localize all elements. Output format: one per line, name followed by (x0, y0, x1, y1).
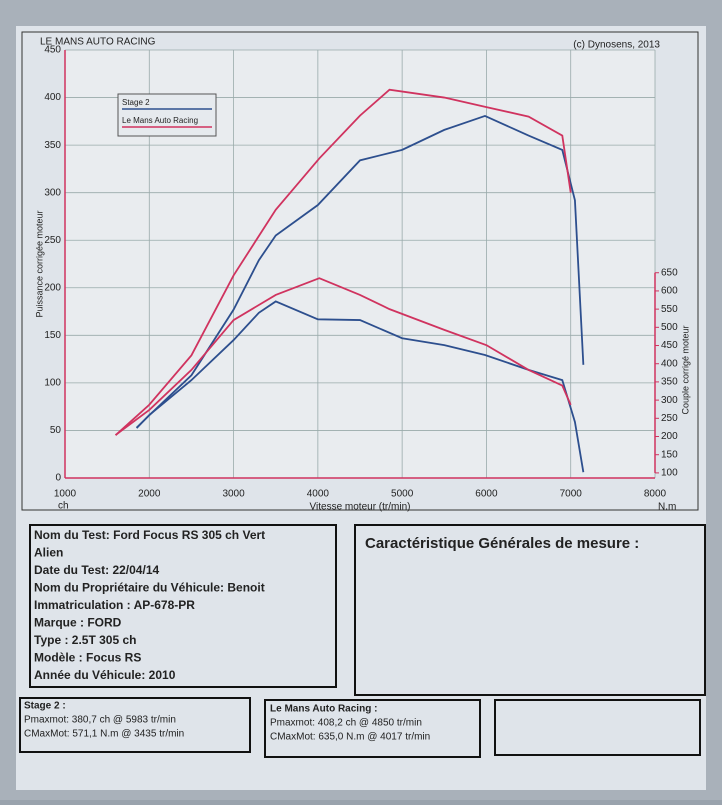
chart-frame (21, 31, 699, 511)
x-tick-label: 2000 (138, 489, 161, 500)
y-tick-label: 450 (44, 45, 61, 56)
legend (117, 93, 217, 137)
info-panels: Caractéristique Générales de mesure : (19, 524, 706, 758)
y2-tick-label: 300 (661, 395, 678, 406)
result-title: Le Mans Auto Racing : (270, 704, 377, 715)
result-line: CMaxMot: 571,1 N.m @ 3435 tr/min (24, 729, 184, 740)
y2-axis-label: Couple corrigé moteur (680, 325, 690, 414)
result-box (19, 697, 251, 753)
legend-label: Le Mans Auto Racing (122, 116, 198, 125)
y2-tick-label: 250 (661, 413, 678, 424)
measure-box (354, 524, 706, 696)
torque-line (115, 277, 572, 436)
y-tick-label: 400 (44, 92, 61, 103)
y2-tick-label: 450 (661, 340, 678, 351)
info-line: Type : 2.5T 305 ch (34, 633, 137, 647)
y-tick-label: 200 (44, 282, 61, 293)
y2-tick-label: 650 (661, 267, 678, 278)
y-tick-label: 150 (44, 330, 61, 341)
x-axis-label: Vitesse moteur (tr/min) (310, 502, 411, 513)
y2-tick-label: 600 (661, 286, 678, 297)
y-tick-label: 350 (44, 140, 61, 151)
y-tick-label: 100 (44, 378, 61, 389)
info-line: Immatriculation : AP-678-PR (34, 598, 195, 612)
info-line: Marque : FORD (34, 616, 122, 630)
power-line (114, 88, 572, 436)
y2-tick-label: 150 (661, 449, 678, 460)
info-line: Nom du Propriétaire du Véhicule: Benoit (34, 581, 265, 595)
result-box (264, 699, 481, 758)
y2-tick-label: 100 (661, 468, 678, 479)
y-tick-label: 250 (44, 235, 61, 246)
y-tick-label: 50 (50, 425, 62, 436)
x-tick-label: 7000 (560, 489, 583, 500)
result-line: Pmaxmot: 408,2 ch @ 4850 tr/min (270, 718, 422, 729)
y2-tick-label: 550 (661, 304, 678, 315)
test-info-box (29, 524, 337, 688)
y-unit: ch (58, 501, 69, 512)
empty-box (494, 699, 701, 756)
info-line: Modèle : Focus RS (34, 651, 141, 665)
x-tick-label: 8000 (644, 489, 667, 500)
y-axis-label: Puissance corrigée moteur (34, 210, 44, 317)
torque-line (135, 300, 585, 473)
measure-title: Caractéristique Générales de mesure : (365, 535, 639, 552)
y2-unit: N.m (658, 502, 676, 513)
y2-tick-label: 350 (661, 377, 678, 388)
info-line: Alien (34, 546, 63, 560)
chart-subtitle: (c) Dynosens, 2013 (573, 40, 660, 51)
chart-title: LE MANS AUTO RACING (40, 37, 156, 48)
info-line: Année du Véhicule: 2010 (34, 668, 176, 682)
info-line: Nom du Test: Ford Focus RS 305 ch Vert (34, 528, 265, 542)
legend-label: Stage 2 (122, 98, 150, 107)
x-tick-label: 4000 (307, 489, 330, 500)
y-tick-label: 300 (44, 187, 61, 198)
result-title: Stage 2 : (24, 701, 66, 712)
y-tick-label: 0 (55, 473, 61, 484)
y2-tick-label: 200 (661, 431, 678, 442)
x-tick-label: 6000 (475, 489, 498, 500)
info-line: Date du Test: 22/04/14 (34, 563, 159, 577)
y2-tick-label: 500 (661, 322, 678, 333)
result-line: Pmaxmot: 380,7 ch @ 5983 tr/min (24, 715, 176, 726)
x-tick-label: 3000 (222, 489, 245, 500)
result-line: CMaxMot: 635,0 N.m @ 4017 tr/min (270, 732, 430, 743)
x-tick-label: 1000 (54, 489, 77, 500)
x-tick-label: 5000 (391, 489, 414, 500)
y2-tick-label: 400 (661, 358, 678, 369)
